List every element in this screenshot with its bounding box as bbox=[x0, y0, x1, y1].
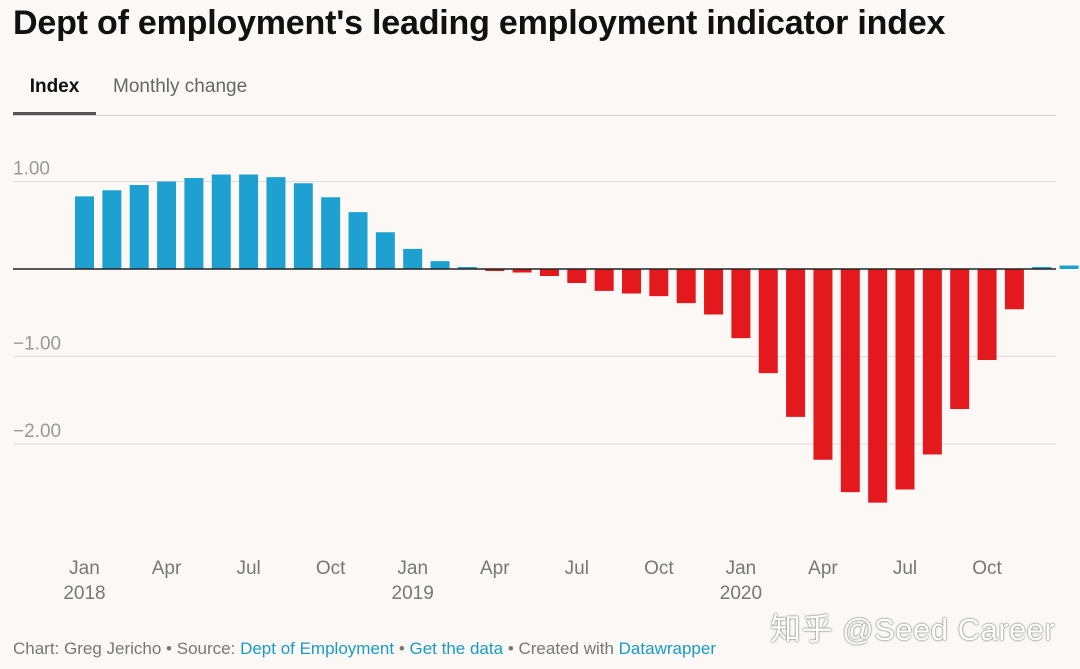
x-tick-label-month: Oct bbox=[644, 558, 674, 579]
bar-2018-04 bbox=[157, 181, 177, 269]
chart-footer: Chart: Greg Jericho • Source: Dept of Em… bbox=[13, 639, 716, 659]
bar-2020-02 bbox=[758, 269, 778, 374]
bar-2019-07 bbox=[567, 269, 587, 283]
bar-2020-11 bbox=[1004, 269, 1024, 310]
bar-chart: 1.00 −1.00 −2.00 Jan 2018 Apr Jul Oct Jan 2019 Apr… bbox=[13, 159, 1079, 604]
y-tick-label: −1.00 bbox=[13, 334, 61, 355]
bar-2019-08 bbox=[594, 269, 614, 291]
x-tick-label-year: 2019 bbox=[392, 583, 434, 604]
bar-2019-02 bbox=[430, 261, 450, 270]
x-tick-label-month: Jan bbox=[69, 558, 100, 579]
bar-2019-05 bbox=[512, 269, 532, 273]
bar-2019-10 bbox=[649, 269, 669, 297]
bar-2020-05 bbox=[840, 269, 860, 493]
bar-2020-06 bbox=[868, 269, 888, 503]
bar-2018-11 bbox=[348, 212, 368, 270]
bar-2019-03 bbox=[457, 267, 477, 269]
chart-title: Dept of employment's leading employment … bbox=[13, 4, 946, 42]
x-tick-label-month: Oct bbox=[316, 558, 346, 579]
source-link[interactable]: Dept of Employment bbox=[240, 639, 395, 658]
x-tick-label-month: Apr bbox=[480, 558, 510, 579]
x-tick-label-month: Oct bbox=[972, 558, 1002, 579]
x-tick-label-month: Apr bbox=[808, 558, 838, 579]
bar-2019-11 bbox=[676, 269, 696, 304]
x-tick-label-month: Apr bbox=[152, 558, 182, 579]
active-tab-indicator bbox=[13, 112, 96, 116]
tab-monthly-change[interactable]: Monthly change bbox=[113, 76, 248, 97]
x-tick-label-month: Jan bbox=[397, 558, 428, 579]
bar-2018-09 bbox=[293, 183, 313, 269]
y-tick-label: 1.00 bbox=[13, 159, 50, 180]
bar-2018-01 bbox=[75, 196, 94, 270]
bar-2018-05 bbox=[184, 178, 204, 269]
get-data-link[interactable]: Get the data bbox=[409, 639, 504, 658]
bar-2019-06 bbox=[539, 269, 559, 276]
watermark: 知乎 @Seed Career bbox=[770, 612, 1056, 647]
x-tick-label-year: 2018 bbox=[63, 583, 105, 604]
bar-2018-08 bbox=[266, 177, 286, 270]
bar-2020-10 bbox=[977, 269, 997, 360]
tab-index[interactable]: Index bbox=[29, 76, 80, 97]
bar-2020-08 bbox=[922, 269, 942, 455]
bar-2020-12 bbox=[1032, 267, 1052, 269]
x-tick-label-year: 2020 bbox=[720, 583, 762, 604]
datawrapper-link[interactable]: Datawrapper bbox=[618, 639, 716, 658]
bar-2021-01 bbox=[1059, 265, 1079, 269]
bar-2018-02 bbox=[102, 190, 122, 269]
x-tick-label-month: Jul bbox=[236, 558, 260, 579]
bar-2018-03 bbox=[129, 185, 149, 269]
created-with-text: • Created with bbox=[507, 639, 614, 658]
bar-2019-04 bbox=[485, 269, 505, 271]
bar-2019-01 bbox=[403, 248, 423, 270]
y-tick-label: −2.00 bbox=[13, 421, 61, 442]
bar-2018-06 bbox=[211, 174, 231, 269]
x-tick-label-month: Jul bbox=[893, 558, 917, 579]
bar-2019-12 bbox=[704, 269, 724, 315]
tab-bar: Index Monthly change bbox=[13, 70, 1056, 116]
bar-2020-04 bbox=[813, 269, 833, 460]
x-tick-label-month: Jul bbox=[565, 558, 589, 579]
bar-2019-09 bbox=[622, 269, 641, 294]
footer-separator: • bbox=[398, 639, 405, 658]
bar-2020-01 bbox=[731, 269, 751, 339]
credit-text: Chart: Greg Jericho • Source: bbox=[13, 639, 236, 658]
bar-2018-07 bbox=[239, 174, 259, 269]
bar-2020-03 bbox=[786, 269, 806, 417]
x-tick-label-month: Jan bbox=[726, 558, 757, 579]
bar-2020-07 bbox=[895, 269, 915, 490]
bar-2018-12 bbox=[375, 232, 395, 269]
bar-2020-09 bbox=[950, 269, 970, 409]
bar-2018-10 bbox=[321, 197, 341, 269]
tab-divider bbox=[13, 115, 1056, 116]
